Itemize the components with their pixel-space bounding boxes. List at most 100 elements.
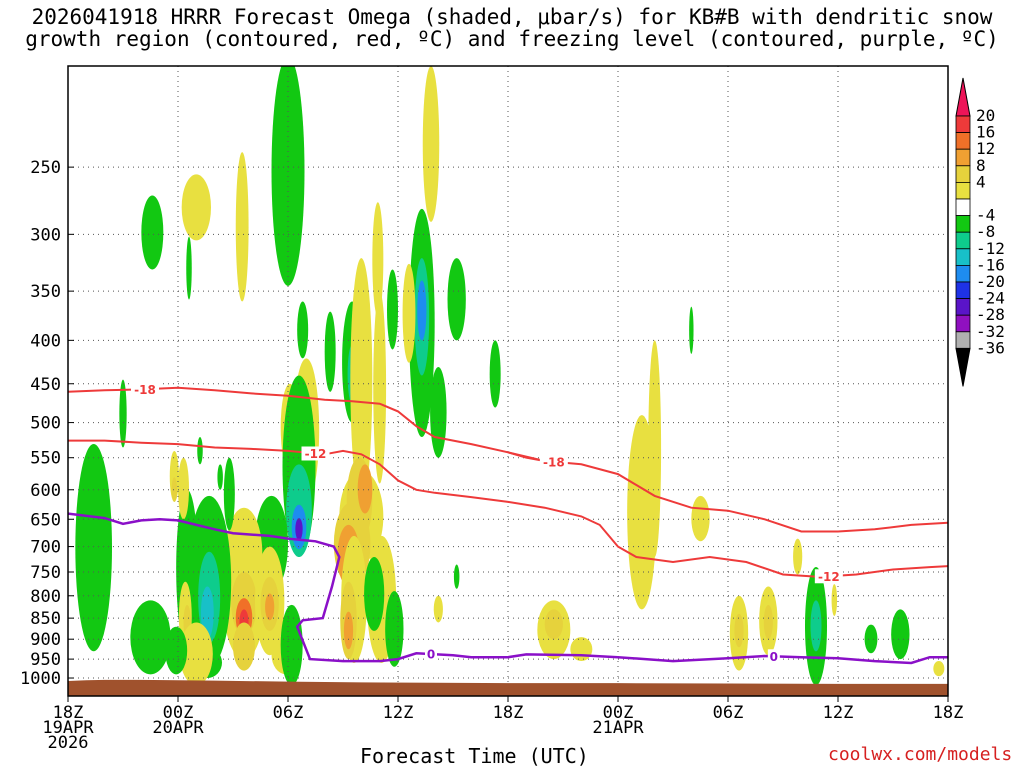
y-tick-label-900: 900 <box>30 630 61 650</box>
colorbar-label-0: 20 <box>976 106 995 125</box>
chart-title-line2: growth region (contoured, red, ºC) and f… <box>25 27 999 51</box>
omega-blob-47 <box>233 622 255 671</box>
dgz-contour-0 <box>68 386 948 533</box>
dgz-contour-label-1-bg <box>301 446 330 461</box>
dgz-contour-label-1: -12 <box>305 447 327 461</box>
omega-shading <box>75 66 945 686</box>
colorbar-label-2: 12 <box>976 139 995 158</box>
colorbar-bin-7 <box>955 215 971 233</box>
freezing-contour <box>68 512 948 665</box>
omega-blob-7 <box>372 202 384 317</box>
omega-blob-18 <box>489 340 501 408</box>
omega-blob-2 <box>141 195 164 270</box>
colorbar-label-11: -28 <box>976 305 1005 324</box>
colorbar-bottom-arrow <box>955 347 971 387</box>
colorbar-label-7: -12 <box>976 239 1005 258</box>
colorbar-bin-5 <box>955 181 971 200</box>
omega-blob-69 <box>453 564 460 589</box>
omega-blob-5 <box>271 66 305 286</box>
omega-blob-52 <box>280 604 303 686</box>
colorbar-bin-9 <box>955 248 971 266</box>
colorbar-label-6: -8 <box>976 222 995 241</box>
omega-blob-81 <box>793 538 803 575</box>
omega-blob-41 <box>385 591 404 667</box>
omega-blob-66 <box>217 464 223 490</box>
omega-blob-12 <box>430 366 447 458</box>
x-tick-label-48-0: 18Z <box>933 703 964 723</box>
omega-blob-55 <box>200 586 214 640</box>
terrain <box>68 679 948 696</box>
colorbar-bin-11 <box>955 281 971 300</box>
chart-title: 2026041918 HRRR Forecast Omega (shaded, … <box>0 6 1024 50</box>
omega-blob-13 <box>447 258 466 341</box>
x-tick-label-42-0: 12Z <box>823 703 854 723</box>
omega-blob-75 <box>689 306 694 354</box>
colorbar-bin-1 <box>955 115 971 134</box>
omega-blob-20 <box>373 291 387 484</box>
y-tick-label-400: 400 <box>30 331 61 351</box>
y-tick-label-800: 800 <box>30 587 61 607</box>
x-tick-label-30-1: 21APR <box>592 718 644 738</box>
omega-blob-0 <box>235 152 249 302</box>
dgz-contour-label-1b-bg <box>814 569 843 584</box>
omega-blob-38 <box>343 611 354 650</box>
colorbar-label-3: 8 <box>976 156 986 175</box>
omega-blob-11 <box>417 280 427 341</box>
y-tick-label-950: 950 <box>30 650 61 670</box>
omega-blob-40 <box>364 556 385 631</box>
omega-blob-68 <box>433 595 443 623</box>
contour-labels: -18 -12 -18 -12 0 0 <box>131 382 843 664</box>
x-tick-label-36-0: 06Z <box>713 703 744 723</box>
omega-blob-84 <box>831 584 838 616</box>
omega-blob-21 <box>297 301 309 359</box>
omega-blob-74 <box>648 340 662 557</box>
omega-blob-29 <box>295 518 303 541</box>
x-tick-label-6-1: 20APR <box>152 718 204 738</box>
omega-blob-34 <box>357 464 373 514</box>
dgz-contour-2 <box>507 451 545 462</box>
grid-lines <box>68 66 948 696</box>
colorbar-label-4: 4 <box>976 172 986 191</box>
contour-lines <box>68 386 948 665</box>
omega-blob-6 <box>283 181 293 259</box>
y-tick-label-600: 600 <box>30 481 61 501</box>
colorbar-bin-10 <box>955 264 971 283</box>
dgz-contour-label-0b: -18 <box>543 455 565 469</box>
dgz-contour-label-0b-bg <box>539 454 568 469</box>
dgz-contour-1 <box>68 439 948 578</box>
colorbar-label-5: -4 <box>976 206 995 225</box>
x-tick-label-0-0: 18Z <box>53 703 84 723</box>
terrain-fill <box>68 679 948 696</box>
x-tick-label-24-0: 18Z <box>493 703 524 723</box>
omega-blob-71 <box>544 609 563 640</box>
colorbar-bin-8 <box>955 231 971 250</box>
colorbar-label-13: -36 <box>976 338 1005 357</box>
omega-blob-89 <box>179 622 213 686</box>
omega-blob-72 <box>570 637 593 662</box>
y-tick-label-550: 550 <box>30 449 61 469</box>
omega-blob-90 <box>165 626 188 675</box>
freezing-contour-label-1: 0 <box>770 650 778 664</box>
x-tick-label-0-2: 2026 <box>48 733 89 753</box>
omega-blob-64 <box>119 379 127 448</box>
dgz-contour-label-1b: -12 <box>818 570 840 584</box>
omega-blob-87 <box>933 661 945 677</box>
y-tick-label-250: 250 <box>30 158 61 178</box>
colorbar-bin-3 <box>955 148 971 167</box>
omega-blob-22 <box>324 311 336 392</box>
colorbar-bin-13 <box>955 314 971 333</box>
omega-blob-14 <box>387 269 398 350</box>
omega-blob-65 <box>197 437 203 465</box>
y-tick-label-300: 300 <box>30 225 61 245</box>
omega-blob-1 <box>181 174 211 241</box>
omega-blob-78 <box>734 613 744 648</box>
colorbar-top-arrow <box>955 77 971 117</box>
y-tick-label-750: 750 <box>30 563 61 583</box>
y-tick-label-350: 350 <box>30 282 61 302</box>
omega-blob-50 <box>265 593 275 621</box>
colorbar-label-10: -24 <box>976 289 1005 308</box>
y-tick-label-1000: 1000 <box>20 669 61 689</box>
omega-blob-15 <box>402 263 416 363</box>
